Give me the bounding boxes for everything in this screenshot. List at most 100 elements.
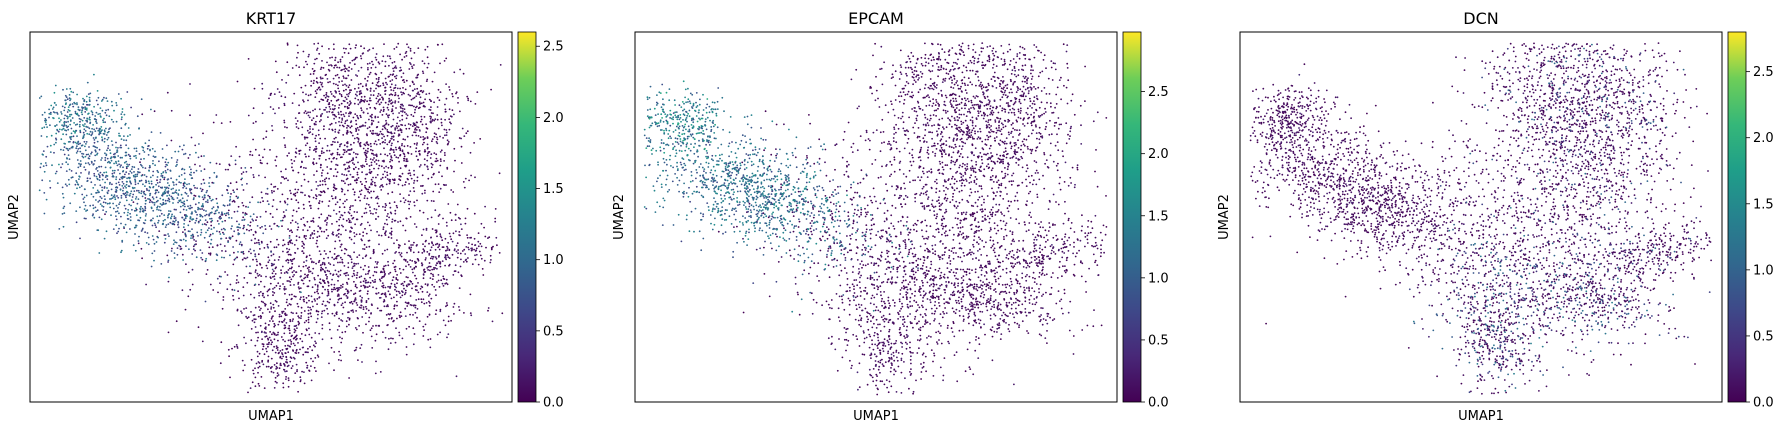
cell-point [484,235,487,238]
cell-point [456,242,459,245]
cell-point [285,376,287,378]
cell-point [129,134,131,136]
cell-point [446,245,448,248]
cell-point [325,304,327,307]
cell-point [183,185,186,188]
cell-point [433,101,435,104]
cell-point [61,124,63,127]
cell-point [261,266,263,269]
cell-point [107,147,109,150]
cell-point [395,67,398,69]
cell-point [95,127,98,130]
cell-point [371,279,374,282]
cell-point [210,224,213,227]
cell-point [338,66,341,69]
cell-point [115,224,118,227]
cell-point [365,232,368,235]
cell-point [498,252,501,254]
cell-point [367,290,369,293]
cell-point [65,133,68,136]
cell-point [41,114,44,116]
cell-point [98,166,100,168]
cell-point [447,315,450,318]
cell-point [429,277,432,279]
cell-point [263,285,266,288]
cell-point [375,212,377,214]
cell-point [94,184,96,186]
cell-point [289,303,292,306]
cell-point [209,161,212,164]
cell-point [425,257,427,259]
cell-point [457,249,459,251]
cell-point [153,110,156,113]
cell-point [436,96,439,99]
cell-point [349,230,352,232]
cell-point [444,237,447,240]
cell-point [88,116,91,119]
cell-point [264,304,267,307]
cell-point [451,240,454,243]
cell-point [370,183,372,186]
cell-point [370,312,372,314]
cell-point [235,279,238,281]
cell-point [351,162,354,164]
cell-point [201,196,204,199]
cell-point [328,105,331,108]
cell-point [342,153,345,156]
cell-point [338,224,341,227]
cell-point [448,249,451,252]
cell-point [461,250,464,252]
cell-point [428,265,431,268]
cell-point [163,214,166,217]
cell-point [442,285,445,287]
cell-point [355,263,357,265]
cell-point [394,288,396,291]
cell-point [339,269,342,272]
cell-point [386,215,388,218]
cell-point [404,289,407,292]
cell-point [360,285,362,287]
cell-point [178,145,181,148]
cell-point [68,168,71,171]
cell-point [155,196,158,199]
cell-point [321,180,324,182]
cell-point [270,339,272,342]
cell-point [341,337,343,340]
cell-point [336,287,339,289]
cell-point [134,249,137,252]
cell-point [187,224,190,227]
cell-point [85,95,88,98]
cell-point [74,141,77,144]
cell-point [405,50,408,53]
cell-point [194,144,197,147]
cell-point [494,220,497,223]
cell-point [290,198,293,201]
cell-point [266,187,269,190]
cell-point [459,252,462,255]
cell-point [384,176,387,179]
cell-point [316,239,318,242]
cell-point [319,88,321,91]
cell-point [323,262,326,265]
cell-point [279,276,282,279]
cell-point [338,325,341,328]
cell-point [51,164,53,167]
cell-point [423,141,425,144]
cell-point [284,292,286,295]
cell-point [96,146,98,149]
cell-point [381,141,384,144]
cell-point [409,123,412,126]
cell-point [399,119,401,122]
cell-point [120,249,123,252]
cell-point [104,159,107,162]
cell-point [352,311,355,313]
cell-point [167,187,170,190]
cell-point [355,123,358,126]
cell-point [294,351,297,354]
cell-point [135,209,137,212]
cell-point [280,269,282,272]
cell-point [332,140,334,143]
cell-point [133,155,135,158]
cell-point [279,285,281,287]
cell-point [416,176,419,179]
